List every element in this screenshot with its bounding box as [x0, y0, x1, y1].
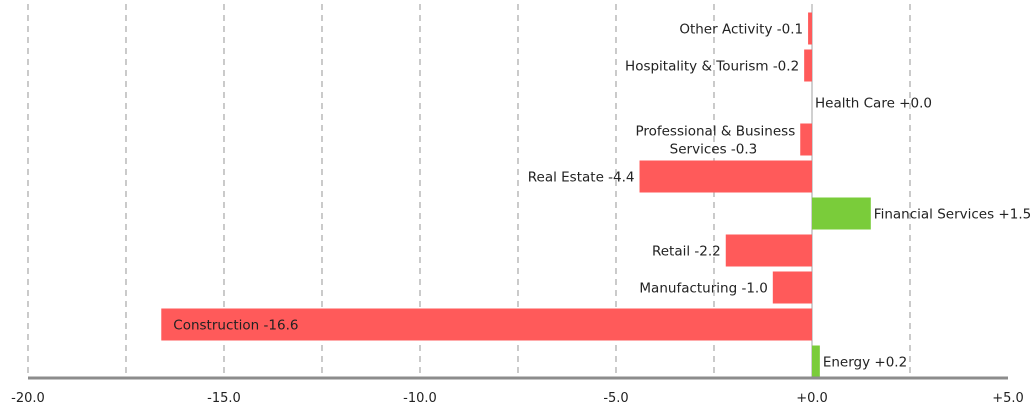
bar: [773, 272, 812, 304]
bar-data-label: Manufacturing -1.0: [639, 281, 767, 297]
bar: [726, 235, 812, 267]
x-tick-label: -20.0: [11, 391, 45, 406]
bar-data-label: Real Estate -4.4: [528, 170, 635, 186]
bar: [812, 346, 820, 378]
bar-data-label: Retail -2.2: [652, 244, 721, 260]
bar: [804, 50, 812, 82]
bar-data-label: Health Care +0.0: [815, 96, 932, 112]
x-tick-label: -15.0: [207, 391, 241, 406]
x-tick-label: +0.0: [796, 391, 828, 406]
bar: [812, 198, 871, 230]
x-tick-label: -10.0: [403, 391, 437, 406]
bar-data-label: Professional & Business: [635, 124, 795, 140]
bar-data-label: Other Activity -0.1: [679, 22, 803, 38]
bar: [800, 124, 812, 156]
bar-data-label: Construction -16.6: [173, 318, 298, 334]
bar-data-label: Hospitality & Tourism -0.2: [625, 59, 799, 75]
bar: [640, 161, 812, 193]
x-tick-label: -5.0: [603, 391, 628, 406]
bar-data-label: Services -0.3: [670, 142, 758, 158]
x-tick-label: +5.0: [992, 391, 1024, 406]
axis-layer: -20.0 -15.0 -10.0 -5.0 +0.0 +5.0: [11, 378, 1024, 406]
bar: [808, 13, 812, 45]
bar-data-label: Energy +0.2: [823, 355, 907, 371]
bar-data-label: Financial Services +1.5: [874, 207, 1031, 223]
